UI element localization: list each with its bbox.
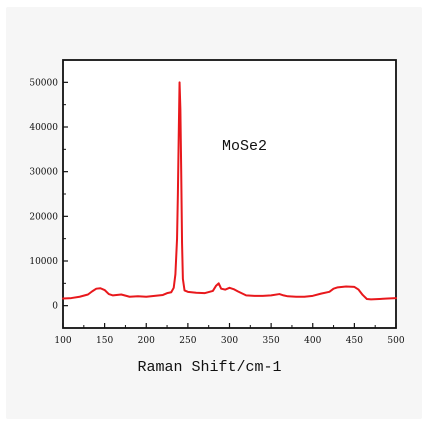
plot-area-frame — [62, 59, 397, 329]
y-tick-label-40000: 40000 — [29, 123, 58, 133]
x-axis-title: Raman Shift/cm-1 — [137, 359, 281, 376]
x-tick-label-450: 450 — [346, 336, 363, 346]
x-tick-label-100: 100 — [54, 336, 71, 346]
x-tick-label-300: 300 — [221, 336, 238, 346]
x-tick-label-400: 400 — [304, 336, 321, 346]
x-tick-label-150: 150 — [96, 336, 113, 346]
y-tick-label-50000: 50000 — [29, 78, 58, 88]
x-tick-label-200: 200 — [138, 336, 155, 346]
x-tick-label-250: 250 — [179, 336, 196, 346]
chart-annotation: MoSe2 — [222, 138, 267, 155]
x-tick-label-350: 350 — [263, 336, 280, 346]
x-tick-label-500: 500 — [387, 336, 404, 346]
y-tick-label-0: 0 — [52, 302, 58, 312]
y-tick-label-10000: 10000 — [29, 257, 58, 267]
y-tick-label-20000: 20000 — [29, 212, 58, 222]
series-line-0 — [62, 81, 397, 301]
y-tick-label-30000: 30000 — [29, 168, 58, 178]
